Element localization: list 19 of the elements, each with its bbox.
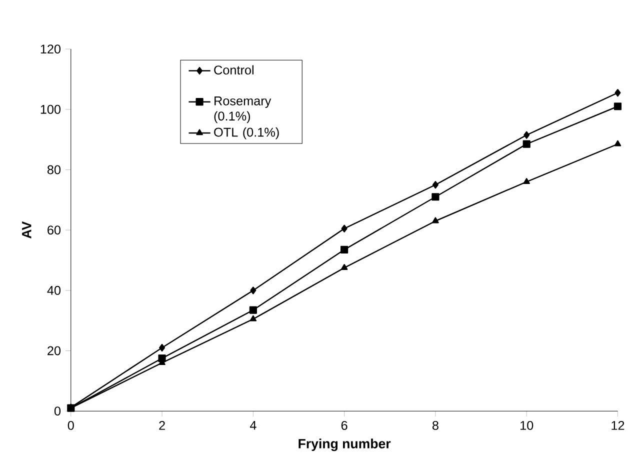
y-tick-label: 40 xyxy=(47,286,61,295)
x-tick-label: 10 xyxy=(520,421,534,430)
x-tick-label: 0 xyxy=(68,421,74,430)
y-tick-label: 120 xyxy=(40,44,61,54)
x-axis-title: Frying number xyxy=(298,438,391,452)
y-tick-label: 0 xyxy=(54,406,61,416)
x-tick-label: 6 xyxy=(341,421,348,430)
x-tick-label: 12 xyxy=(612,421,624,430)
legend-label: OTL (0.1%) xyxy=(214,127,279,140)
y-tick-label: 80 xyxy=(47,165,61,174)
y-axis-title: AV xyxy=(22,221,32,239)
legend-label: Rosemary (0.1%) xyxy=(214,96,272,124)
x-tick-label: 2 xyxy=(159,421,165,430)
y-tick-label: 60 xyxy=(48,226,61,235)
x-tick-label: 4 xyxy=(250,421,256,430)
legend-label: Control xyxy=(214,65,254,75)
y-tick-label: 100 xyxy=(40,104,61,114)
y-tick-label: 20 xyxy=(48,346,61,356)
x-tick-label: 8 xyxy=(432,421,438,430)
